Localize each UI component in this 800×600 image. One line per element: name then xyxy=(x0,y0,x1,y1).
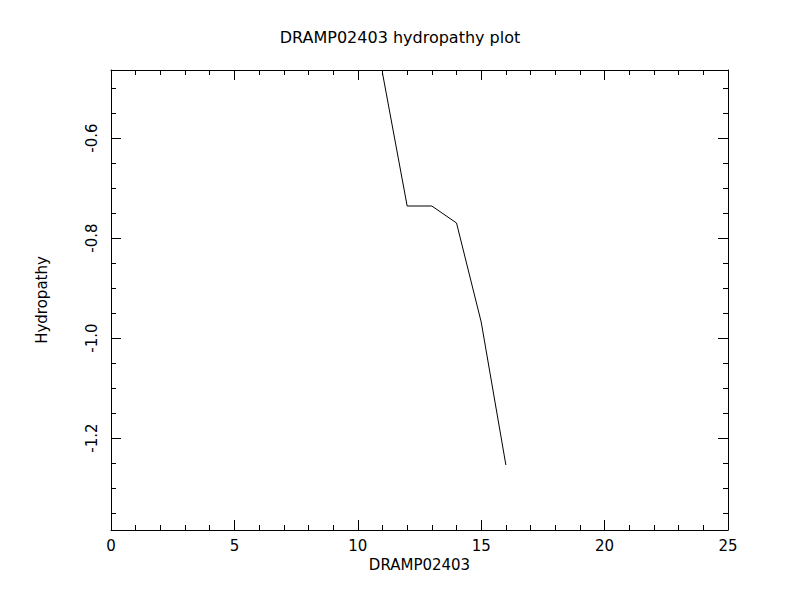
svg-text:DRAMP02403 hydropathy plot: DRAMP02403 hydropathy plot xyxy=(280,28,521,47)
svg-text:-1.2: -1.2 xyxy=(83,423,101,452)
svg-text:Hydropathy: Hydropathy xyxy=(33,256,51,344)
svg-text:-1.0: -1.0 xyxy=(83,323,101,352)
svg-text:15: 15 xyxy=(472,537,491,555)
svg-text:25: 25 xyxy=(718,537,737,555)
svg-text:-0.8: -0.8 xyxy=(83,223,101,252)
svg-text:10: 10 xyxy=(348,537,367,555)
svg-text:20: 20 xyxy=(595,537,614,555)
svg-text:DRAMP02403: DRAMP02403 xyxy=(369,556,470,574)
svg-text:0: 0 xyxy=(106,537,116,555)
svg-text:5: 5 xyxy=(230,537,240,555)
svg-text:-0.6: -0.6 xyxy=(83,123,101,152)
